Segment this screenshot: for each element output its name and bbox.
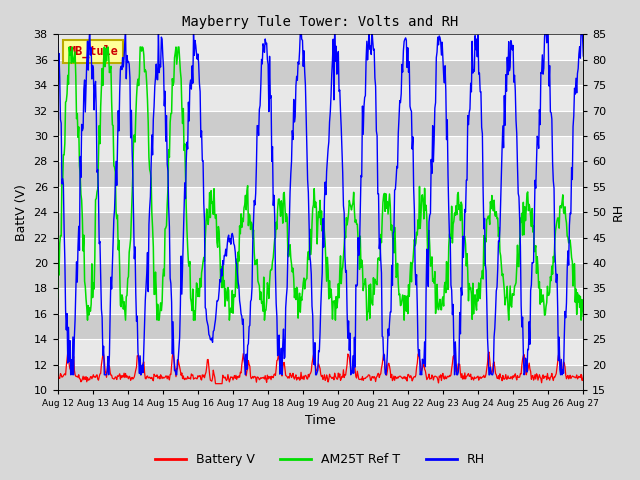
Bar	[58, 161, 583, 187]
Title: Mayberry Tule Tower: Volts and RH: Mayberry Tule Tower: Volts and RH	[182, 15, 459, 29]
Bar	[58, 60, 583, 85]
Bar	[58, 365, 583, 390]
Bar	[58, 85, 583, 110]
Bar	[58, 35, 583, 60]
Legend: Battery V, AM25T Ref T, RH: Battery V, AM25T Ref T, RH	[150, 448, 490, 471]
Bar	[58, 288, 583, 314]
Bar	[58, 314, 583, 339]
Text: MB_tule: MB_tule	[68, 45, 118, 58]
Bar	[58, 136, 583, 161]
Bar	[58, 263, 583, 288]
Bar	[58, 238, 583, 263]
Bar	[58, 212, 583, 238]
Y-axis label: RH: RH	[612, 203, 625, 221]
X-axis label: Time: Time	[305, 414, 336, 427]
Bar	[58, 339, 583, 365]
Y-axis label: BattV (V): BattV (V)	[15, 184, 28, 240]
Bar	[58, 110, 583, 136]
Bar	[58, 187, 583, 212]
